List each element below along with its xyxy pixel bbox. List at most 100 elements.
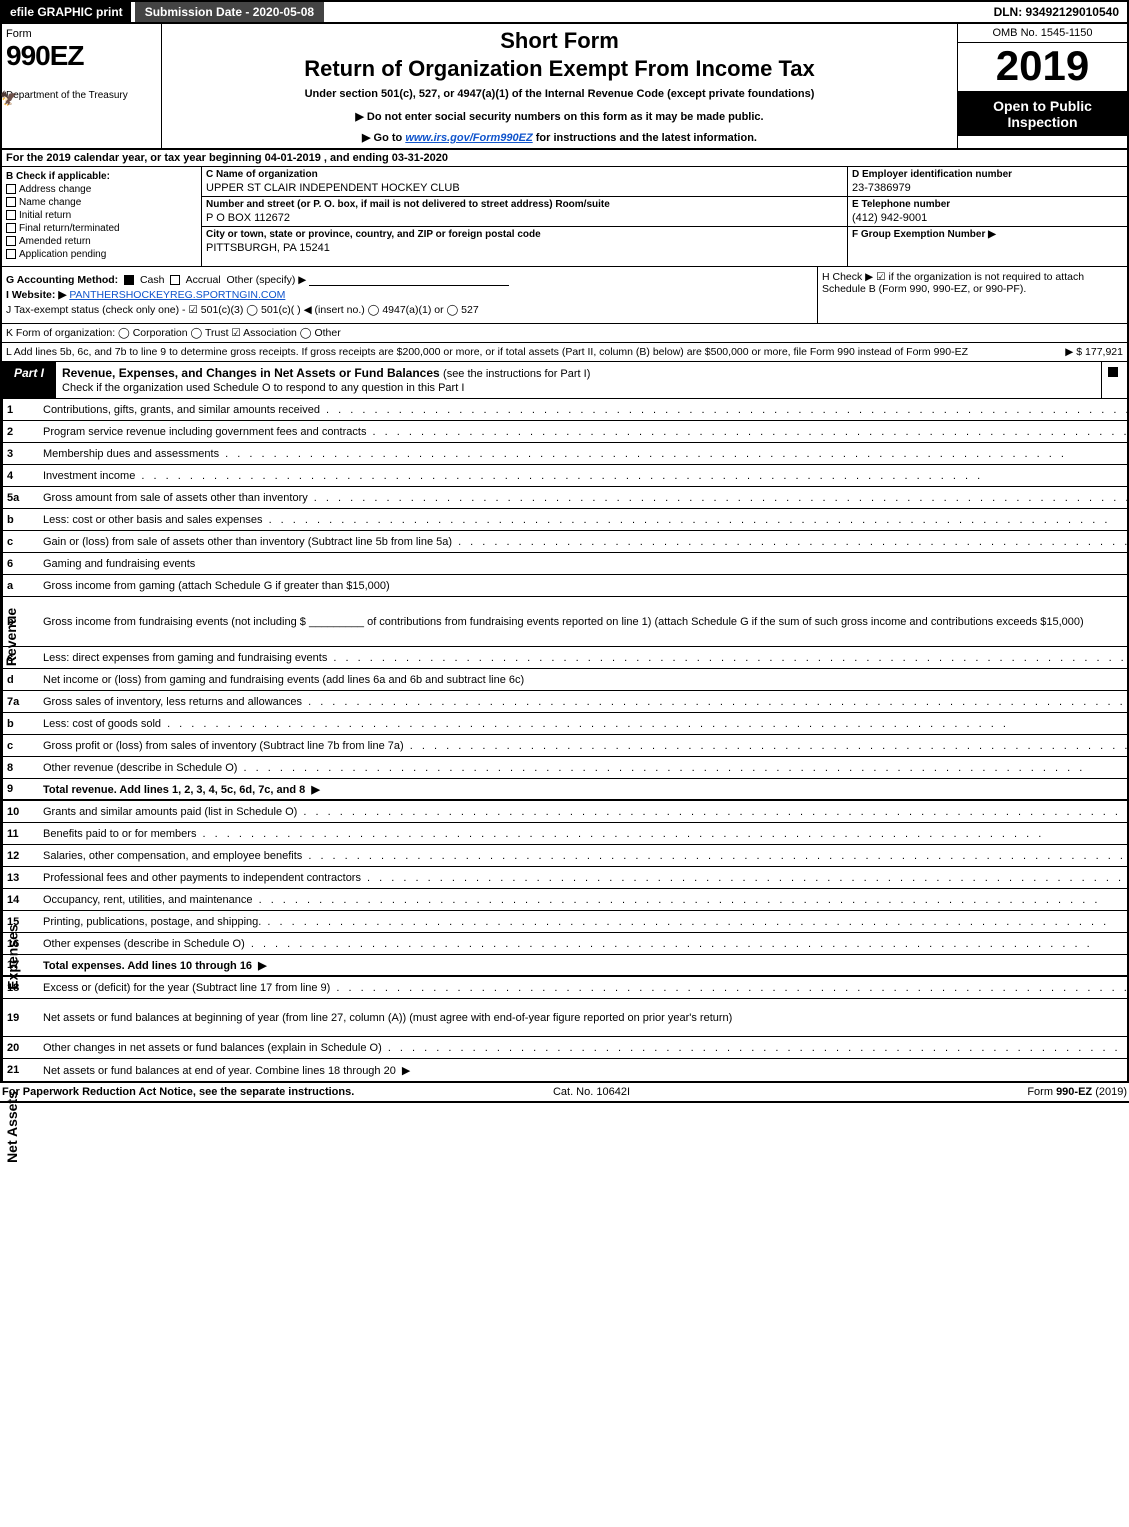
block-ghij: G Accounting Method: Cash Accrual Other … <box>0 267 1129 324</box>
line-2: 2 Program service revenue including gove… <box>3 421 1129 443</box>
chk-pending[interactable]: Application pending <box>6 249 197 260</box>
vside: Revenue Expenses Net Assets <box>2 399 3 1081</box>
h-box: H Check ▶ ☑ if the organization is not r… <box>817 267 1127 323</box>
vlabel-revenue: Revenue <box>3 608 19 666</box>
efile-label[interactable]: efile GRAPHIC print <box>2 2 131 22</box>
c-city-label: City or town, state or province, country… <box>206 229 843 240</box>
g-line: G Accounting Method: Cash Accrual Other … <box>6 274 813 286</box>
chk-initial[interactable]: Initial return <box>6 210 197 221</box>
row-a: For the 2019 calendar year, or tax year … <box>0 150 1129 167</box>
chk-accrual[interactable] <box>170 275 180 285</box>
d-ein-label: D Employer identification number <box>852 169 1123 180</box>
line-20: 20 Other changes in net assets or fund b… <box>3 1037 1129 1059</box>
line-7a: 7a Gross sales of inventory, less return… <box>3 691 1129 713</box>
line-9: 9 Total revenue. Add lines 1, 2, 3, 4, 5… <box>3 779 1129 801</box>
header-right: OMB No. 1545-1150 2019 Open to Public In… <box>957 24 1127 148</box>
line-6a: a Gross income from gaming (attach Sched… <box>3 575 1129 597</box>
open-public: Open to Public Inspection <box>958 92 1127 136</box>
dln: DLN: 93492129010540 <box>994 5 1127 19</box>
line-21: 21 Net assets or fund balances at end of… <box>3 1059 1129 1081</box>
line-6c: c Less: direct expenses from gaming and … <box>3 647 1129 669</box>
line-3: 3 Membership dues and assessments 3 2,77… <box>3 443 1129 465</box>
e-tel-label: E Telephone number <box>852 199 1123 210</box>
header-left: Form 990EZ 🦅 Department of the Treasury <box>2 24 162 148</box>
j-line: J Tax-exempt status (check only one) - ☑… <box>6 304 813 316</box>
footer-mid: Cat. No. 10642I <box>553 1086 630 1098</box>
line-15: 15 Printing, publications, postage, and … <box>3 911 1129 933</box>
chk-name[interactable]: Name change <box>6 197 197 208</box>
line-4: 4 Investment income 4 1,641 <box>3 465 1129 487</box>
form-number: 990EZ <box>6 40 157 72</box>
block-def: D Employer identification number 23-7386… <box>847 167 1127 266</box>
part1-sub2: Check if the organization used Schedule … <box>62 382 464 394</box>
short-form-title: Short Form <box>166 28 953 54</box>
line-16: 16 Other expenses (describe in Schedule … <box>3 933 1129 955</box>
line-5b: b Less: cost or other basis and sales ex… <box>3 509 1129 531</box>
ghij-left: G Accounting Method: Cash Accrual Other … <box>2 267 817 323</box>
part1-label: Part I <box>2 362 56 398</box>
line-8: 8 Other revenue (describe in Schedule O)… <box>3 757 1129 779</box>
h-text: H Check ▶ ☑ if the organization is not r… <box>822 271 1123 295</box>
chk-cash[interactable] <box>124 275 134 285</box>
line-5a: 5a Gross amount from sale of assets othe… <box>3 487 1129 509</box>
omb-number: OMB No. 1545-1150 <box>958 24 1127 43</box>
c-addr: P O BOX 112672 <box>206 212 843 224</box>
top-bar: efile GRAPHIC print Submission Date - 20… <box>0 0 1129 24</box>
row-l-val: ▶ $ 177,921 <box>1065 346 1123 358</box>
chk-amended[interactable]: Amended return <box>6 236 197 247</box>
footer: For Paperwork Reduction Act Notice, see … <box>0 1083 1129 1103</box>
chk-address[interactable]: Address change <box>6 184 197 195</box>
ssn-warning: ▶ Do not enter social security numbers o… <box>166 110 953 123</box>
website-link[interactable]: PANTHERSHOCKEYREG.SPORTNGIN.COM <box>69 289 285 301</box>
row-l: L Add lines 5b, 6c, and 7b to line 9 to … <box>0 343 1129 362</box>
line-7b: b Less: cost of goods sold 7b <box>3 713 1129 735</box>
c-addr-label: Number and street (or P. O. box, if mail… <box>206 199 843 210</box>
line-7c: c Gross profit or (loss) from sales of i… <box>3 735 1129 757</box>
vlabel-netassets: Net Assets <box>4 1091 20 1163</box>
block-b: B Check if applicable: Address change Na… <box>2 167 202 266</box>
go-pre: ▶ Go to <box>362 132 405 144</box>
irs-icon: 🦅 <box>0 90 17 107</box>
c-name-label: C Name of organization <box>206 169 843 180</box>
part1-title: Revenue, Expenses, and Changes in Net As… <box>56 362 1101 398</box>
line-6: 6 Gaming and fundraising events <box>3 553 1129 575</box>
line-11: 11 Benefits paid to or for members 11 <box>3 823 1129 845</box>
c-name: UPPER ST CLAIR INDEPENDENT HOCKEY CLUB <box>206 182 843 194</box>
irs-link[interactable]: www.irs.gov/Form990EZ <box>405 132 532 144</box>
tax-year: 2019 <box>958 43 1127 92</box>
under-section: Under section 501(c), 527, or 4947(a)(1)… <box>166 88 953 100</box>
line-19: 19 Net assets or fund balances at beginn… <box>3 999 1129 1037</box>
row-a-text: For the 2019 calendar year, or tax year … <box>6 152 448 164</box>
block-c: C Name of organization UPPER ST CLAIR IN… <box>202 167 847 266</box>
submission-date: Submission Date - 2020-05-08 <box>135 2 324 22</box>
return-title: Return of Organization Exempt From Incom… <box>166 56 953 82</box>
f-grp-label: F Group Exemption Number ▶ <box>852 229 1123 240</box>
part1-table: Revenue Expenses Net Assets 1 Contributi… <box>0 399 1129 1083</box>
form-label: Form <box>6 28 157 40</box>
go-to-line: ▶ Go to www.irs.gov/Form990EZ for instru… <box>166 131 953 144</box>
table-body: 1 Contributions, gifts, grants, and simi… <box>3 399 1129 1081</box>
i-line: I Website: ▶ PANTHERSHOCKEYREG.SPORTNGIN… <box>6 289 813 301</box>
line-18: 18 Excess or (deficit) for the year (Sub… <box>3 977 1129 999</box>
line-6d: d Net income or (loss) from gaming and f… <box>3 669 1129 691</box>
part1-checkbox[interactable] <box>1101 362 1127 398</box>
b-title: B Check if applicable: <box>6 171 197 182</box>
line-5c: c Gain or (loss) from sale of assets oth… <box>3 531 1129 553</box>
go-post: for instructions and the latest informat… <box>536 132 757 144</box>
line-6b: b Gross income from fundraising events (… <box>3 597 1129 647</box>
form-header: Form 990EZ 🦅 Department of the Treasury … <box>0 24 1129 150</box>
c-city: PITTSBURGH, PA 15241 <box>206 242 843 254</box>
block-bcdef: B Check if applicable: Address change Na… <box>0 167 1129 267</box>
footer-right: Form 990-EZ (2019) <box>1027 1086 1127 1098</box>
line-10: 10 Grants and similar amounts paid (list… <box>3 801 1129 823</box>
row-k: K Form of organization: ◯ Corporation ◯ … <box>0 324 1129 343</box>
d-ein: 23-7386979 <box>852 182 1123 194</box>
line-1: 1 Contributions, gifts, grants, and simi… <box>3 399 1129 421</box>
row-l-text: L Add lines 5b, 6c, and 7b to line 9 to … <box>6 346 968 358</box>
chk-final[interactable]: Final return/terminated <box>6 223 197 234</box>
vlabel-expenses: Expenses <box>5 924 21 989</box>
line-14: 14 Occupancy, rent, utilities, and maint… <box>3 889 1129 911</box>
dept-label: Department of the Treasury <box>6 90 157 101</box>
part1-header: Part I Revenue, Expenses, and Changes in… <box>0 362 1129 399</box>
line-17: 17 Total expenses. Add lines 10 through … <box>3 955 1129 977</box>
